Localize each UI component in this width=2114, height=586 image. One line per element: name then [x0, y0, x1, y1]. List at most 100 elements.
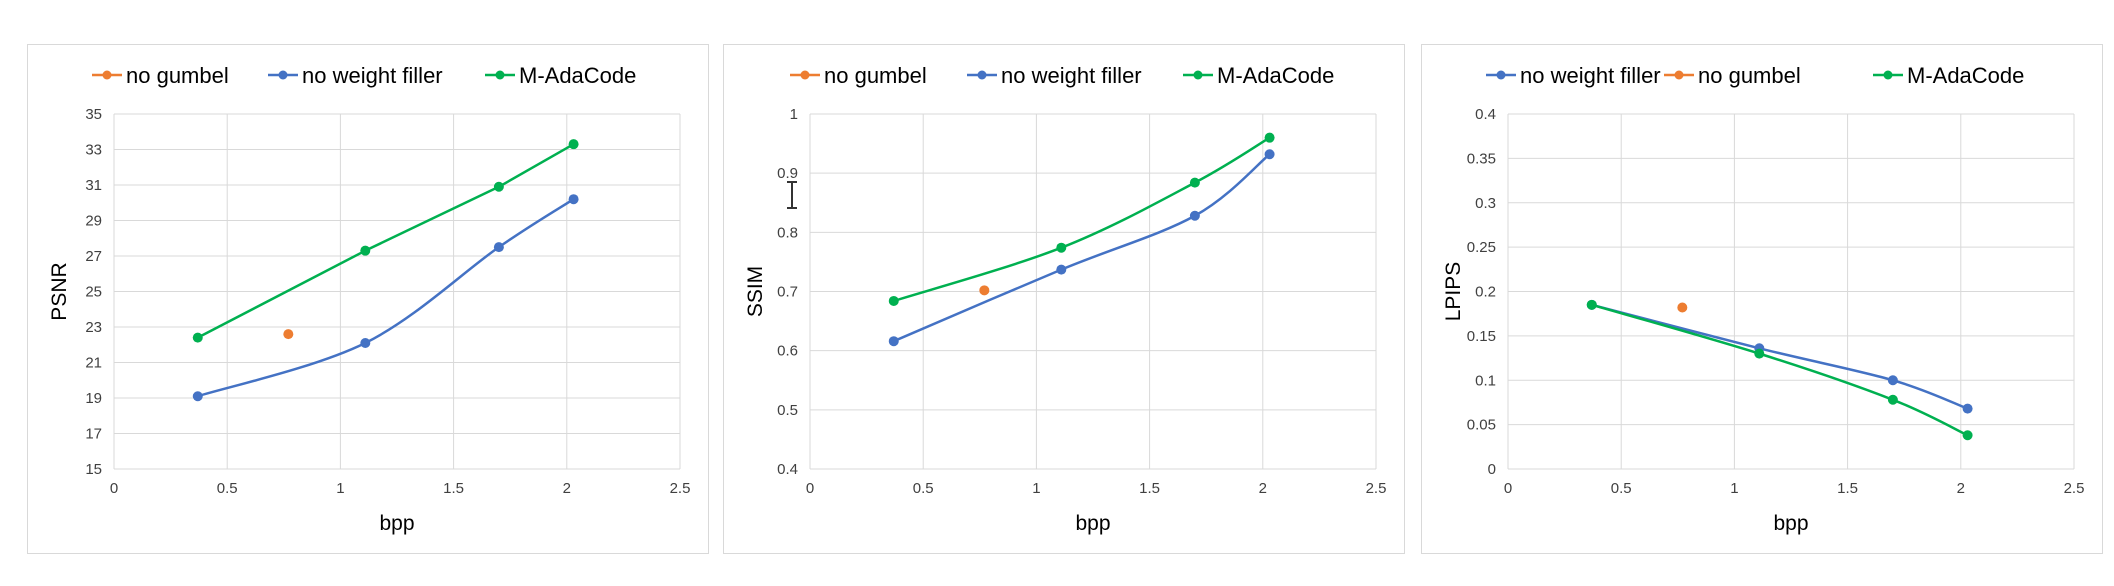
x-tick-label: 0.5 — [913, 480, 934, 497]
y-tick-label: 0.3 — [1475, 195, 1496, 212]
data-point — [888, 336, 899, 347]
data-point — [568, 139, 579, 150]
y-tick-label: 21 — [85, 355, 102, 372]
x-tick-label: 1 — [336, 480, 344, 497]
y-tick-label: 0.05 — [1467, 417, 1496, 434]
series-line — [892, 152, 1271, 343]
data-point — [1887, 394, 1898, 405]
series-line — [892, 136, 1271, 303]
legend-label: no weight filler — [302, 63, 443, 88]
legend-label: no gumbel — [126, 63, 229, 88]
y-tick-label: 35 — [85, 106, 102, 123]
x-tick-label: 0.5 — [1611, 480, 1632, 497]
legend-dot-marker — [1193, 70, 1203, 80]
x-tick-label: 0 — [806, 480, 814, 497]
chart-panel-psnr: 15 17 19 21 23 25 27 29 31 33 35 0 0.5 1 1.5 2 2.5 bpp PSN… — [27, 44, 709, 554]
y-tick-label: 23 — [85, 319, 102, 336]
x-axis-label: bpp — [1075, 512, 1110, 535]
y-tick-label: 0.7 — [777, 284, 798, 301]
legend-label: M-AdaCode — [1907, 63, 2024, 88]
x-tick-label: 1.5 — [443, 480, 464, 497]
data-point — [1887, 375, 1898, 386]
data-point — [1962, 430, 1973, 441]
data-point — [1677, 302, 1688, 313]
data-point — [1056, 242, 1067, 253]
y-tick-label: 0.1 — [1475, 372, 1496, 389]
y-axis-label: LPIPS — [1442, 262, 1465, 322]
series-line — [196, 142, 575, 339]
x-tick-label: 2 — [1259, 480, 1267, 497]
data-point — [1586, 299, 1597, 310]
legend-dot-marker — [102, 70, 112, 80]
legend-label: M-AdaCode — [519, 63, 636, 88]
y-tick-label: 0.9 — [777, 165, 798, 182]
data-point — [1264, 149, 1275, 160]
data-point — [283, 329, 294, 340]
x-tick-label: 2 — [1957, 480, 1965, 497]
chart-panel-ssim: 0.4 0.5 0.6 0.7 0.8 0.9 1 0 0.5 1 1.5 2 2.5 bpp SSIM no… — [723, 44, 1405, 554]
data-point — [979, 285, 990, 296]
legend-label: no weight filler — [1520, 63, 1661, 88]
x-tick-label: 1 — [1032, 480, 1040, 497]
chart-panel-lpips: 0 0.05 0.1 0.15 0.2 0.25 0.3 0.35 0.4 0 0.5 1 1.5 2 2.… — [1421, 44, 2103, 554]
x-tick-label: 0.5 — [217, 480, 238, 497]
data-point — [1962, 403, 1973, 414]
x-tick-label: 0 — [1504, 480, 1512, 497]
legend-label: M-AdaCode — [1217, 63, 1334, 88]
y-tick-label: 1 — [790, 106, 798, 123]
y-tick-label: 0.6 — [777, 343, 798, 360]
y-tick-label: 0.2 — [1475, 284, 1496, 301]
data-point — [360, 337, 371, 348]
y-tick-label: 25 — [85, 284, 102, 301]
data-point — [1189, 177, 1200, 188]
text-cursor-icon — [787, 181, 797, 209]
legend-dot-marker — [1883, 70, 1893, 80]
data-point — [568, 194, 579, 205]
x-tick-label: 2.5 — [670, 480, 691, 497]
data-point — [1056, 264, 1067, 275]
y-tick-label: 0.4 — [1475, 106, 1496, 123]
data-point — [192, 332, 203, 343]
y-tick-label: 0 — [1488, 461, 1496, 478]
x-tick-label: 2.5 — [1366, 480, 1387, 497]
series-line — [196, 197, 575, 398]
x-axis-label: bpp — [1773, 512, 1808, 535]
y-tick-label: 0.35 — [1467, 150, 1496, 167]
data-point — [1264, 132, 1275, 143]
series-line — [1590, 303, 1969, 437]
legend-dot-marker — [800, 70, 810, 80]
x-tick-label: 1.5 — [1139, 480, 1160, 497]
y-tick-label: 15 — [85, 461, 102, 478]
legend-dot-marker — [1496, 70, 1506, 80]
data-point — [360, 245, 371, 256]
chart-svg-psnr: 15 17 19 21 23 25 27 29 31 33 35 0 0.5 1 1.5 2 2.5 bpp PSN… — [48, 63, 691, 535]
legend-label: no gumbel — [1698, 63, 1801, 88]
x-tick-label: 2 — [563, 480, 571, 497]
legend-dot-marker — [1674, 70, 1684, 80]
data-point — [1754, 348, 1765, 359]
x-tick-label: 1.5 — [1837, 480, 1858, 497]
y-tick-label: 19 — [85, 390, 102, 407]
x-tick-label: 0 — [110, 480, 118, 497]
y-tick-label: 27 — [85, 248, 102, 265]
chart-svg-lpips: 0 0.05 0.1 0.15 0.2 0.25 0.3 0.35 0.4 0 0.5 1 1.5 2 2.… — [1442, 63, 2085, 535]
data-point — [493, 242, 504, 253]
y-tick-label: 0.8 — [777, 224, 798, 241]
y-axis-label: PSNR — [48, 262, 71, 320]
x-tick-label: 2.5 — [2064, 480, 2085, 497]
data-point — [888, 295, 899, 306]
legend-dot-marker — [495, 70, 505, 80]
legend-dot-marker — [977, 70, 987, 80]
data-point — [493, 181, 504, 192]
y-tick-label: 33 — [85, 142, 102, 159]
y-axis-label: SSIM — [744, 266, 767, 317]
legend-label: no gumbel — [824, 63, 927, 88]
y-tick-label: 0.25 — [1467, 239, 1496, 256]
y-tick-label: 29 — [85, 213, 102, 230]
y-tick-label: 31 — [85, 177, 102, 194]
series-line — [1590, 303, 1969, 410]
legend-dot-marker — [278, 70, 288, 80]
y-tick-label: 17 — [85, 426, 102, 443]
x-axis-label: bpp — [379, 512, 414, 535]
y-tick-label: 0.5 — [777, 402, 798, 419]
